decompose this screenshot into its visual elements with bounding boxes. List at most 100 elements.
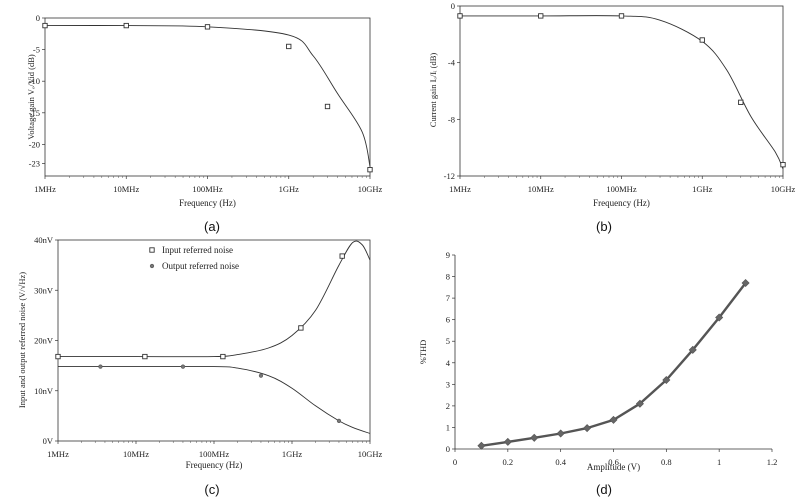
y-tick-label: 0: [446, 444, 450, 454]
data-point: [741, 278, 750, 288]
y-axis-label: Input and output referred noise (V/√Hz): [17, 272, 27, 408]
x-tick-label: 0: [453, 457, 457, 467]
y-tick-label: -23: [29, 158, 40, 168]
y-tick-label: 30nV: [34, 285, 54, 295]
data-point: [220, 353, 226, 360]
series-0: [457, 13, 786, 170]
data-point: [715, 313, 724, 322]
y-tick-label: 1: [446, 422, 450, 432]
series-0: [55, 240, 371, 360]
y-tick-label: 7: [446, 293, 450, 303]
data-point: [324, 103, 331, 110]
data-point: [583, 424, 592, 433]
data-point: [123, 22, 129, 29]
x-tick-label: 0.8: [661, 457, 672, 467]
x-tick-label: 1MHz: [34, 184, 56, 194]
x-axis-label: Frequency (Hz): [186, 460, 243, 470]
y-tick-label: 8: [446, 272, 450, 282]
data-point: [780, 162, 786, 168]
data-point: [142, 353, 148, 360]
data-point: [618, 13, 625, 19]
series-0: [42, 22, 373, 173]
data-point: [609, 415, 618, 424]
data-point: [662, 375, 671, 385]
x-tick-label: 100MHz: [192, 184, 222, 194]
y-tick-label: 2: [446, 401, 450, 411]
x-tick-label: 10MHz: [528, 184, 554, 194]
x-tick-label: 1: [717, 457, 721, 467]
data-point: [457, 13, 463, 19]
data-point: [258, 373, 264, 378]
y-axis-label: %THD: [418, 340, 428, 365]
y-tick-label: -20: [29, 139, 40, 149]
x-tick-label: 1MHz: [449, 184, 471, 194]
panel-label-c: (c): [204, 482, 220, 497]
x-tick-label: 10MHz: [113, 184, 139, 194]
y-tick-label: -15: [29, 108, 40, 118]
y-tick-label: 0: [451, 1, 455, 11]
plot-frame: [459, 5, 784, 177]
x-tick-label: 10GHz: [358, 184, 383, 194]
x-tick-label: 10GHz: [358, 449, 383, 459]
x-tick-label: 0.6: [608, 457, 619, 467]
y-tick-label: 0V: [43, 436, 54, 446]
x-axis-label: Amplitude (V): [587, 462, 640, 472]
data-point: [298, 325, 304, 331]
y-tick-label: 10nV: [34, 386, 54, 396]
x-tick-label: 100MHz: [606, 184, 636, 194]
data-point: [98, 364, 103, 369]
data-point: [503, 437, 512, 446]
data-point: [635, 399, 644, 408]
x-axis-label: Frequency (Hz): [593, 198, 650, 208]
y-tick-label: 0: [36, 13, 40, 23]
y-tick-label: -10: [29, 76, 40, 86]
chart-3: 0 0.2 0.4 0.6 0.8 1 1.2 0 1 2 3 4 5 6 7 8 9 Amplitude (V)…: [418, 250, 777, 472]
x-tick-label: 10GHz: [771, 184, 796, 194]
series-line: [58, 366, 371, 434]
y-tick-label: -12: [444, 171, 455, 181]
data-point: [556, 429, 565, 438]
x-axis-label: Frequency (Hz): [179, 198, 236, 208]
data-point: [738, 99, 744, 105]
data-point: [339, 253, 345, 259]
chart-2: 1MHz 10MHz 100MHz 1GHz 10GHz 0V 10nV 20nV 30nV 40…: [17, 235, 382, 470]
data-point: [42, 22, 48, 29]
y-axis-label: Voltage gain Vₒ/Vid (dB): [26, 54, 36, 140]
x-tick-label: 10MHz: [123, 449, 149, 459]
y-tick-label: -5: [33, 45, 40, 55]
series-1: [58, 364, 371, 434]
y-tick-label: 9: [446, 250, 450, 260]
data-point: [204, 24, 211, 30]
data-point: [538, 13, 544, 19]
x-tick-label: 1GHz: [282, 449, 303, 459]
data-point: [286, 43, 292, 50]
x-tick-label: 1.2: [767, 457, 778, 467]
chart-0: 1MHz 10MHz 100MHz 1GHz 10GHz 0 -5 -10 -15 -20 -23 F…: [26, 13, 382, 208]
data-point: [55, 353, 61, 360]
series-line: [44, 25, 371, 167]
x-tick-label: 1GHz: [279, 184, 300, 194]
x-tick-label: 0.4: [555, 457, 566, 467]
series-line: [460, 15, 784, 170]
legend-marker: [149, 247, 155, 253]
legend: Input referred noise Output referred nois…: [149, 245, 239, 271]
y-tick-label: 6: [446, 315, 450, 325]
data-point: [180, 364, 186, 369]
chart-1: 1MHz 10MHz 100MHz 1GHz 10GHz 0 -4 -8 -12 Frequenc…: [428, 1, 795, 208]
y-tick-label: 3: [446, 379, 450, 389]
legend-marker: [149, 263, 155, 269]
x-tick-label: 100MHz: [199, 449, 229, 459]
series-line: [57, 240, 371, 358]
plot-frame: [44, 17, 371, 177]
data-point: [477, 441, 486, 450]
data-point: [367, 167, 373, 173]
y-tick-label: 40nV: [34, 235, 54, 245]
y-tick-label: -8: [448, 114, 455, 124]
data-point: [336, 418, 342, 424]
legend-entry: Output referred noise: [162, 261, 239, 271]
data-point: [688, 345, 697, 354]
y-tick-label: 20nV: [34, 336, 54, 346]
x-tick-label: 0.2: [503, 457, 514, 467]
y-axis-label: Current gain Iₒ/Iᵢ (dB): [428, 53, 438, 128]
